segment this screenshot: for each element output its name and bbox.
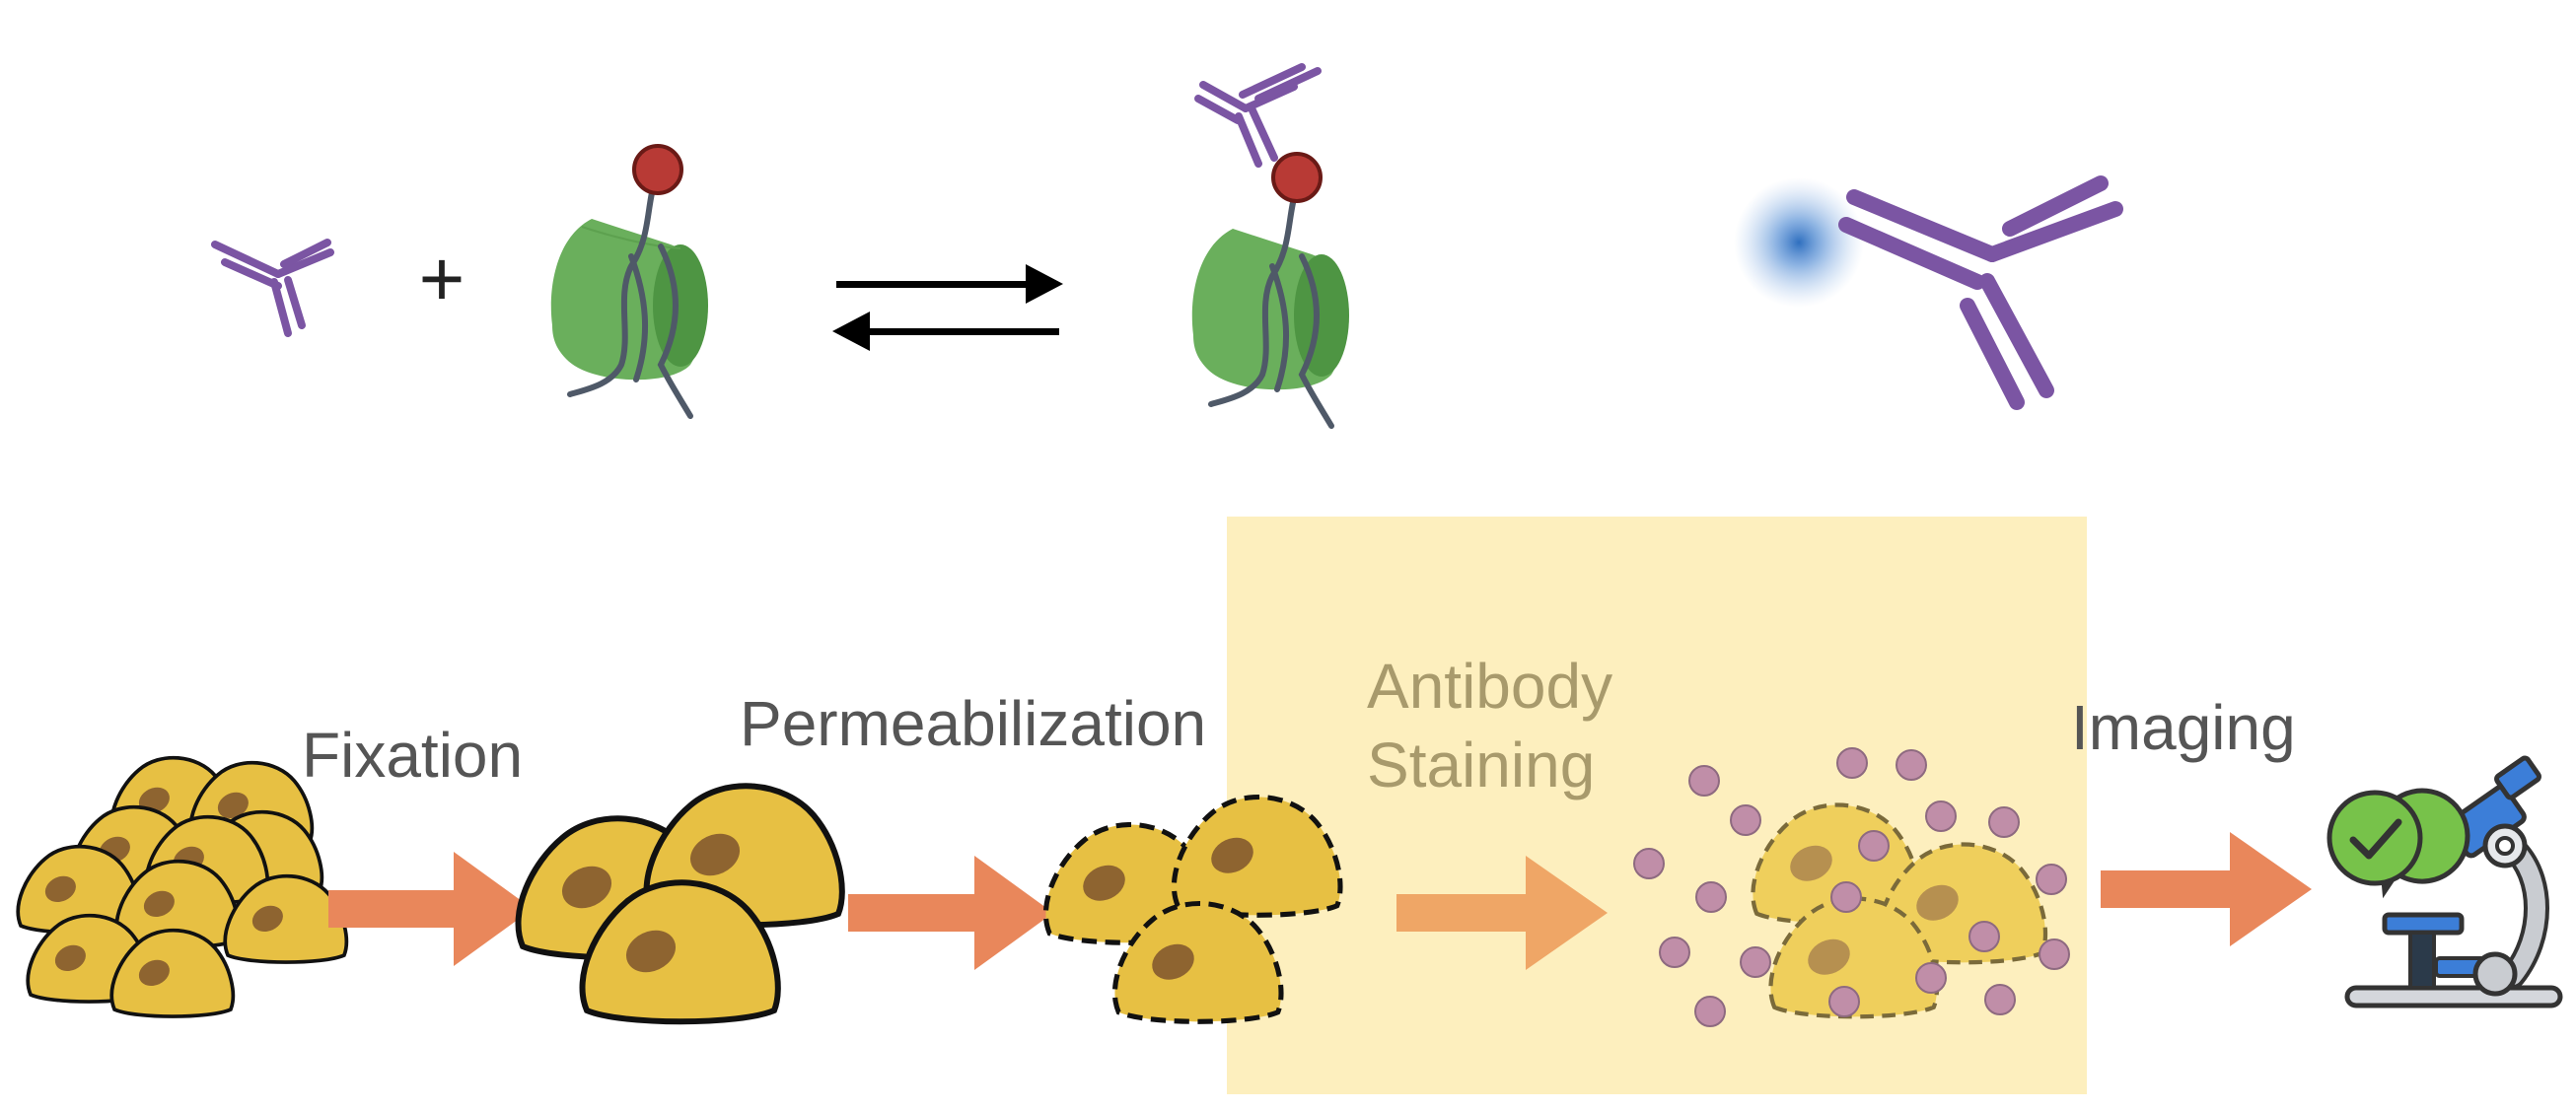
label-imaging: Imaging bbox=[2071, 692, 2296, 763]
label-fixation: Fixation bbox=[302, 720, 524, 791]
process-arrow-3 bbox=[1396, 856, 1608, 970]
label-antibody-staining-line2: Staining bbox=[1367, 730, 1596, 800]
plus-sign: + bbox=[419, 235, 465, 322]
label-permeabilization: Permeabilization bbox=[740, 688, 1207, 759]
antibody-bound-nucleosome-icon bbox=[1191, 63, 1349, 429]
antibody-staining-panel bbox=[1227, 517, 2087, 1094]
antibody-icon bbox=[211, 239, 334, 337]
fluorescent-antibody-icon bbox=[1734, 175, 2123, 410]
equilibrium-arrows-icon bbox=[832, 264, 1063, 351]
cell-cluster-icon bbox=[16, 755, 349, 1018]
process-arrow-1 bbox=[328, 852, 533, 966]
fixed-cells-icon bbox=[519, 786, 842, 1021]
check-badge-icon bbox=[2326, 788, 2470, 899]
stained-cells-icon bbox=[1633, 747, 2070, 1027]
process-arrow-4 bbox=[2101, 832, 2312, 946]
process-arrow-2 bbox=[848, 856, 1053, 970]
nucleosome-icon bbox=[550, 144, 708, 419]
label-antibody-staining-line1: Antibody bbox=[1367, 651, 1613, 722]
